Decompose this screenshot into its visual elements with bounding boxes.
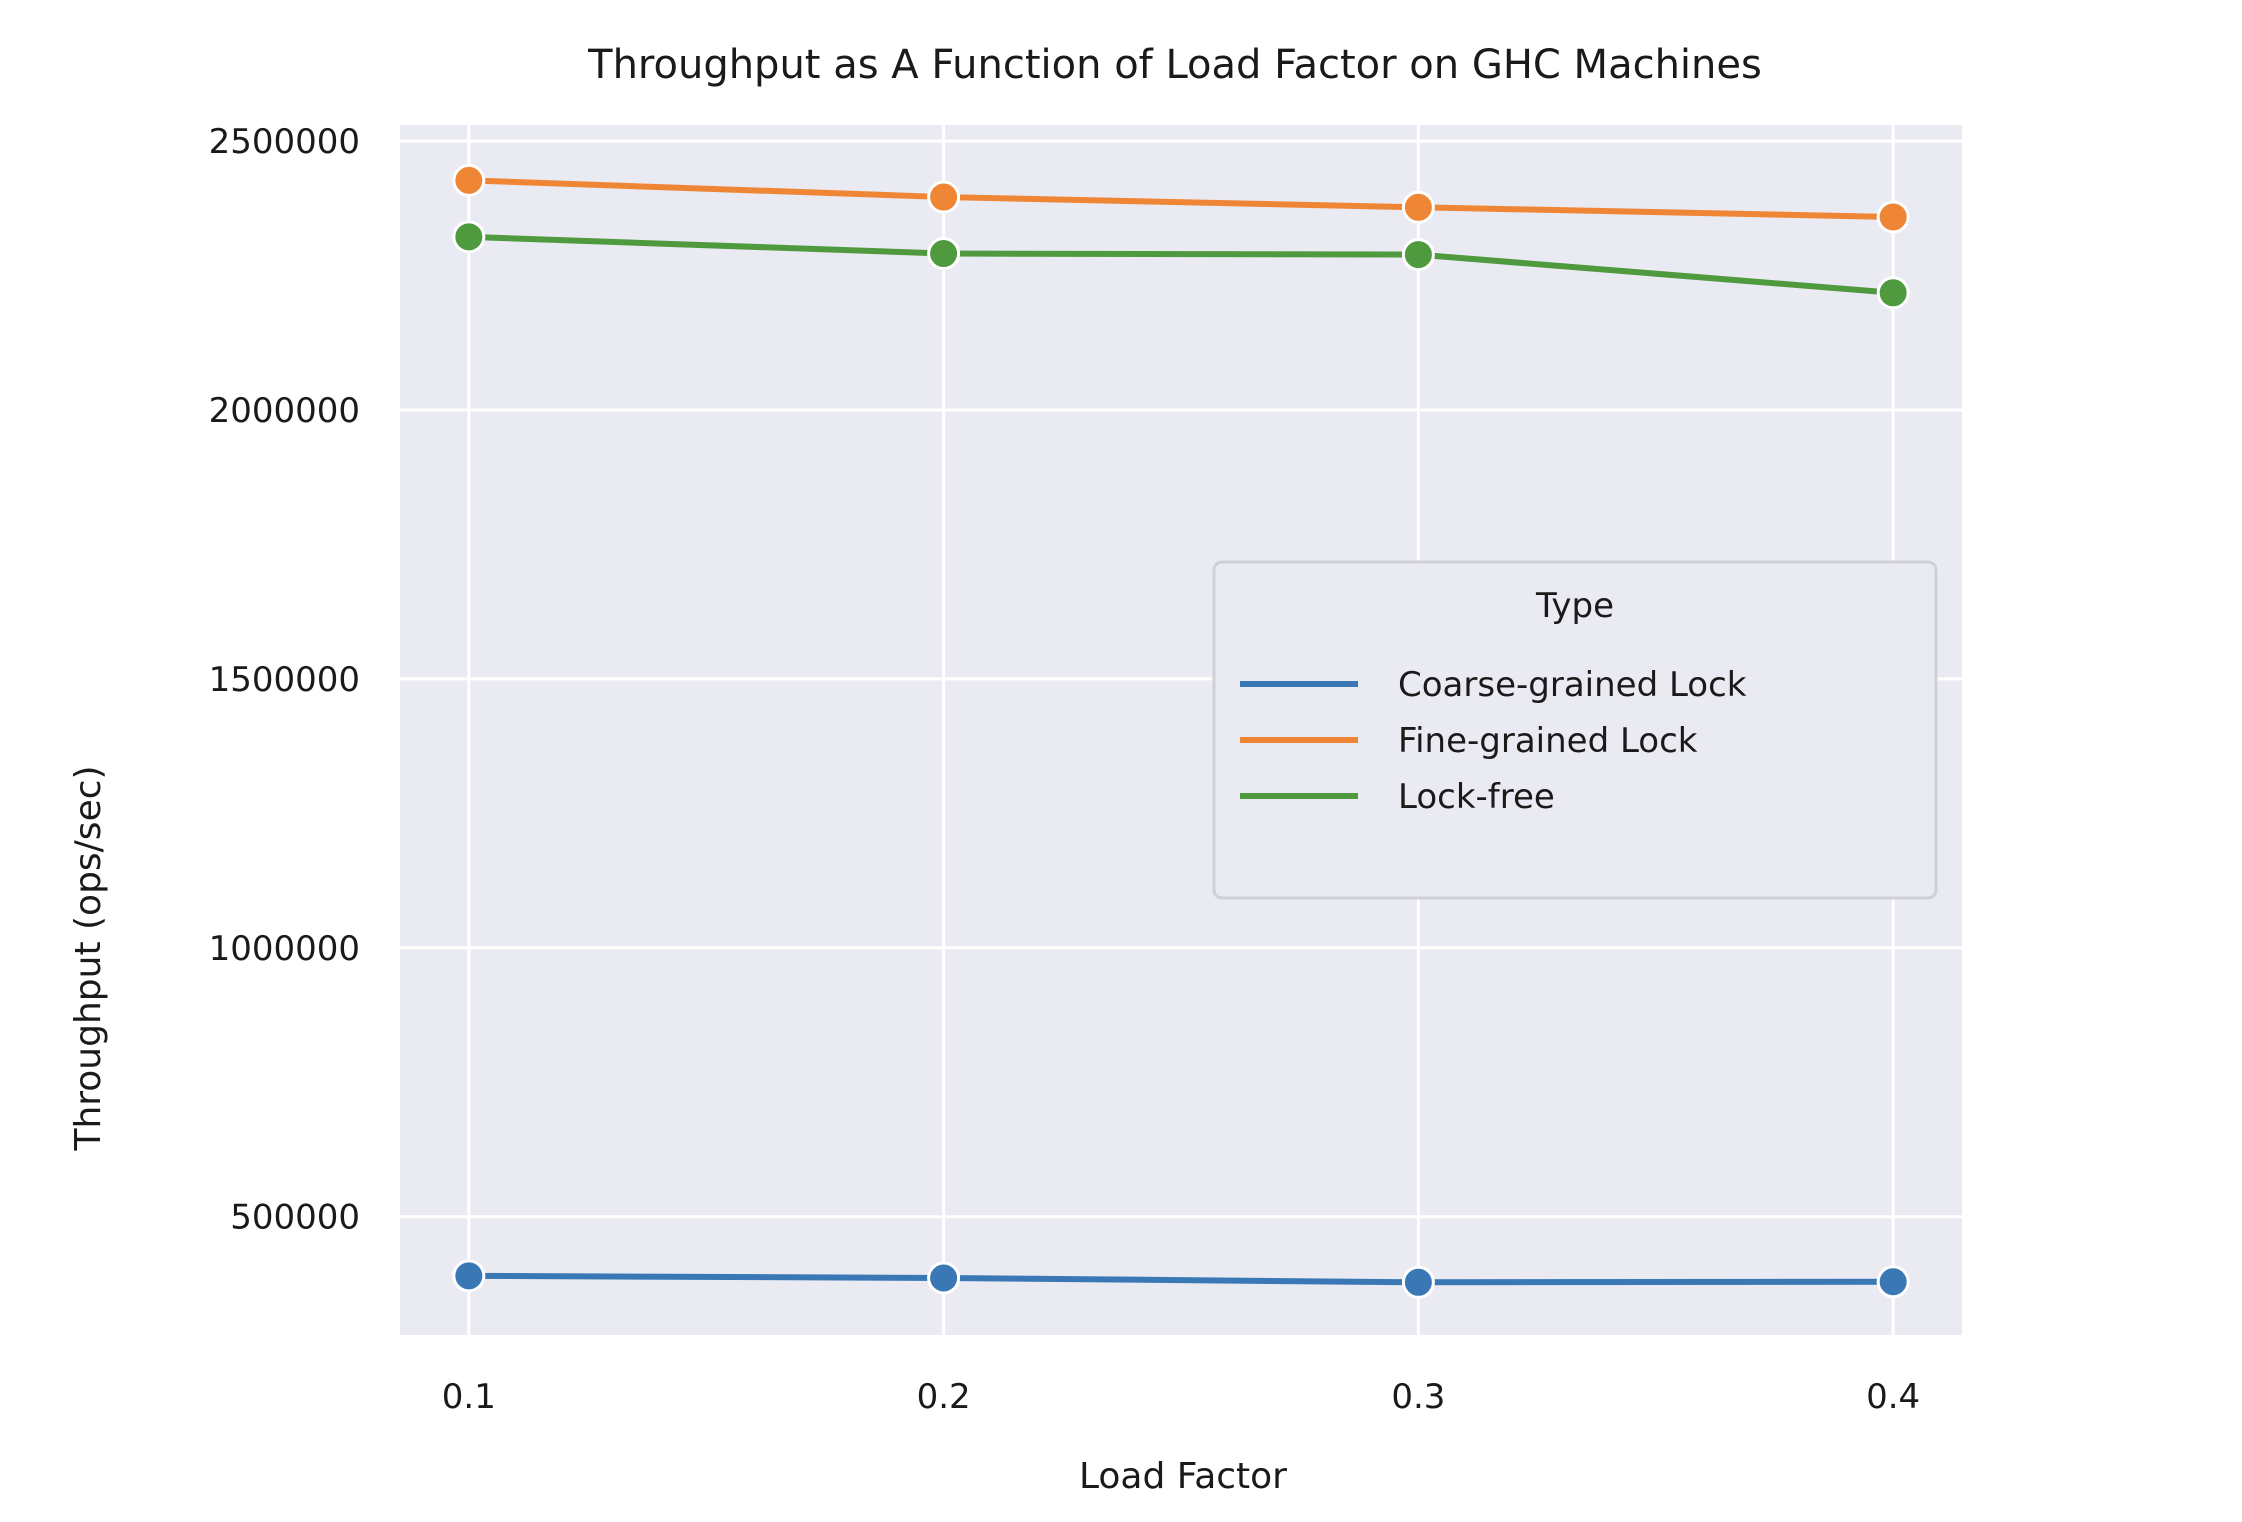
x-tick-label: 0.1 [442, 1377, 496, 1417]
series-line-fine-grained-lock [465, 177, 1897, 220]
data-point-lock-free [1401, 238, 1435, 272]
x-tick-label: 0.4 [1866, 1377, 1920, 1417]
y-tick-label: 500000 [230, 1198, 360, 1238]
series-line-coarse-grained-lock [465, 1272, 1897, 1286]
legend-label: Coarse-grained Lock [1398, 665, 1747, 705]
data-point-coarse-grained-lock [452, 1259, 486, 1293]
data-point-lock-free [452, 220, 486, 254]
data-point-fine-grained-lock [452, 163, 486, 197]
y-tick-label: 1500000 [209, 660, 360, 700]
series-coarse-grained-lock [452, 1259, 1910, 1299]
data-point-coarse-grained-lock [927, 1261, 961, 1295]
data-point-lock-free [1876, 276, 1910, 310]
legend-title: Type [1535, 586, 1614, 626]
series-lines [452, 163, 1910, 1299]
y-tick-label: 2000000 [209, 391, 360, 431]
legend-items: Coarse-grained Lock Fine-grained Lock Lock… [1240, 665, 1747, 817]
legend-box [1212, 560, 1938, 900]
series-fine-grained-lock [452, 163, 1910, 234]
y-tick-label: 1000000 [209, 929, 360, 969]
series-line-lock-free [465, 233, 1897, 296]
data-point-fine-grained-lock [927, 180, 961, 214]
y-tick-label: 2500000 [209, 122, 360, 162]
tick-labels: 500000 1000000 1500000 2000000 2500000 0.1 0.2… [209, 122, 1921, 1417]
x-tick-label: 0.2 [917, 1377, 971, 1417]
legend-label: Lock-free [1398, 777, 1555, 817]
data-point-lock-free [927, 237, 961, 271]
y-axis-label: Throughput (ops/sec) [68, 765, 109, 1151]
data-point-coarse-grained-lock [1876, 1265, 1910, 1299]
x-axis-label: Load Factor [1079, 1456, 1287, 1497]
series-lock-free [452, 220, 1910, 310]
legend: Type Coarse-grained Lock Fine-grained Loc… [1212, 560, 1938, 900]
data-point-coarse-grained-lock [1401, 1265, 1435, 1299]
chart-title: Throughput as A Function of Load Factor … [587, 42, 1762, 88]
grid-lines [400, 125, 1962, 1335]
legend-label: Fine-grained Lock [1398, 721, 1698, 761]
data-point-fine-grained-lock [1876, 200, 1910, 234]
x-tick-label: 0.3 [1391, 1377, 1445, 1417]
data-point-fine-grained-lock [1401, 190, 1435, 224]
